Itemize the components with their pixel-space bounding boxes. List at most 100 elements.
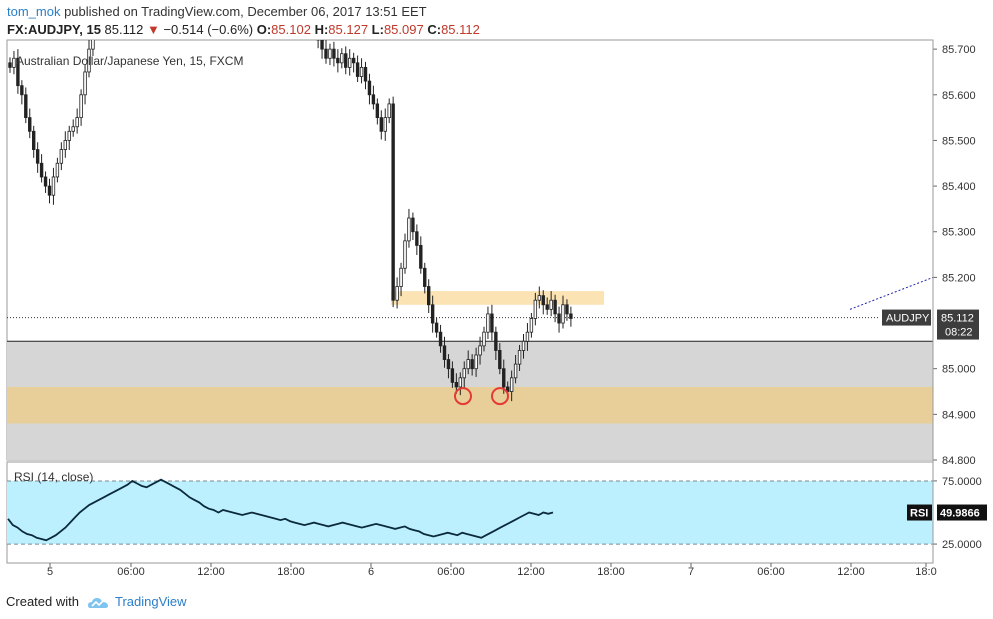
candle-body xyxy=(332,48,336,59)
x-tick-label: 18:00 xyxy=(597,566,625,578)
candle-body xyxy=(51,176,56,196)
candle-body xyxy=(391,103,395,301)
price-tick-label: 85.500 xyxy=(942,135,976,147)
candle-body xyxy=(423,267,427,287)
x-tick-label: 18:0 xyxy=(915,566,936,578)
rsi-label-box xyxy=(907,504,932,521)
candle-body xyxy=(12,57,16,68)
candle-body xyxy=(8,62,12,68)
price-tick-label: 85.200 xyxy=(942,272,976,284)
candle-body xyxy=(320,40,324,50)
candle-body xyxy=(399,267,403,287)
candle-body xyxy=(344,53,348,68)
candle-body xyxy=(63,140,67,150)
candle-body xyxy=(104,0,107,3)
candle-body xyxy=(494,331,498,351)
publish-info: published on TradingView.com, December 0… xyxy=(60,4,427,19)
candle-body xyxy=(375,103,380,119)
candle-body xyxy=(367,80,372,96)
symbol-label: AUDJPY xyxy=(886,313,930,325)
x-tick-label: 06:00 xyxy=(437,566,465,578)
down-arrow-icon: ▼ xyxy=(146,22,160,37)
symbol-name[interactable]: FX:AUDJPY, 15 xyxy=(7,22,101,37)
candle-body xyxy=(316,40,320,41)
candle-body xyxy=(541,295,545,306)
open-label: O: xyxy=(256,22,272,37)
rsi-value-box xyxy=(937,504,987,521)
candle-body xyxy=(20,85,24,96)
candle-body xyxy=(324,48,328,59)
candle-body xyxy=(100,3,103,12)
candle-body xyxy=(347,57,352,68)
candle-body xyxy=(454,381,459,388)
candle-body xyxy=(355,62,360,77)
candle-body xyxy=(545,304,549,310)
candle-body xyxy=(55,162,60,178)
price-tick-label: 85.000 xyxy=(942,364,976,376)
candle-body xyxy=(430,304,435,324)
open-value: 85.102 xyxy=(271,22,311,37)
price-tick-label: 84.800 xyxy=(942,455,976,467)
price-chart-title: Australian Dollar/Japanese Yen, 15, FXCM xyxy=(16,54,243,68)
candle-body xyxy=(71,126,75,132)
candle-body xyxy=(87,48,91,73)
candle-body xyxy=(525,331,530,342)
candle-body xyxy=(351,57,356,64)
candle-body xyxy=(371,94,376,105)
x-tick-label: 12:00 xyxy=(837,566,865,578)
rsi-value: 49.9866 xyxy=(940,508,980,520)
candle-body xyxy=(442,345,447,360)
resistance-zone xyxy=(391,291,604,305)
candle-body xyxy=(549,299,553,310)
candle-body xyxy=(513,363,518,379)
candle-body xyxy=(383,117,387,132)
candle-body xyxy=(328,48,332,59)
candle-body xyxy=(39,162,44,178)
x-tick-label: 06:00 xyxy=(757,566,785,578)
candle-body xyxy=(16,57,20,87)
low-value: 85.097 xyxy=(383,22,424,37)
close-value: 85.112 xyxy=(441,22,480,37)
candle-body xyxy=(486,313,490,333)
x-tick-label: 06:00 xyxy=(117,566,145,578)
low-circle-1 xyxy=(454,387,472,406)
candle-body xyxy=(470,359,474,370)
candle-body xyxy=(553,299,557,315)
trend-line xyxy=(849,276,934,310)
candle-body xyxy=(509,377,514,392)
candle-body xyxy=(490,313,494,333)
rsi-tick-label: 75.0000 xyxy=(942,476,982,488)
tradingview-cloud-icon xyxy=(87,598,108,608)
candle-body xyxy=(426,286,431,306)
candle-body xyxy=(478,345,482,356)
candle-body xyxy=(446,359,451,370)
x-tick-label: 5 xyxy=(47,566,53,578)
author-link[interactable]: tom_mok xyxy=(7,4,61,19)
candle-body xyxy=(35,149,40,164)
candle-body xyxy=(411,217,415,233)
countdown-label: 08:22 xyxy=(945,327,973,339)
candle-body xyxy=(561,304,565,324)
candle-body xyxy=(529,318,534,333)
rsi-band xyxy=(7,480,933,545)
low-circle-2 xyxy=(491,387,509,406)
tradingview-link[interactable]: TradingView xyxy=(114,594,187,609)
candle-body xyxy=(83,71,87,96)
price-tick-label: 85.400 xyxy=(942,181,976,193)
footer: Created with TradingView xyxy=(6,594,187,610)
price-chart[interactable]: 85.700 85.600 85.500 85.400 85.300 85.200 85.0… xyxy=(0,0,993,590)
candle-body xyxy=(438,331,443,347)
candle-body xyxy=(533,299,538,319)
candle-body xyxy=(569,313,573,319)
publish-line: tom_mok published on TradingView.com, De… xyxy=(7,4,427,19)
candle-body xyxy=(28,117,32,132)
price-tick-label: 85.300 xyxy=(942,227,976,239)
candle-body xyxy=(407,217,411,242)
candle-body xyxy=(309,0,312,3)
candle-body xyxy=(557,313,561,324)
symbol-label-box xyxy=(882,309,931,326)
candle-body xyxy=(379,117,383,132)
rsi-label: RSI xyxy=(910,508,928,520)
candle-body xyxy=(450,368,455,383)
candle-body xyxy=(67,130,71,141)
